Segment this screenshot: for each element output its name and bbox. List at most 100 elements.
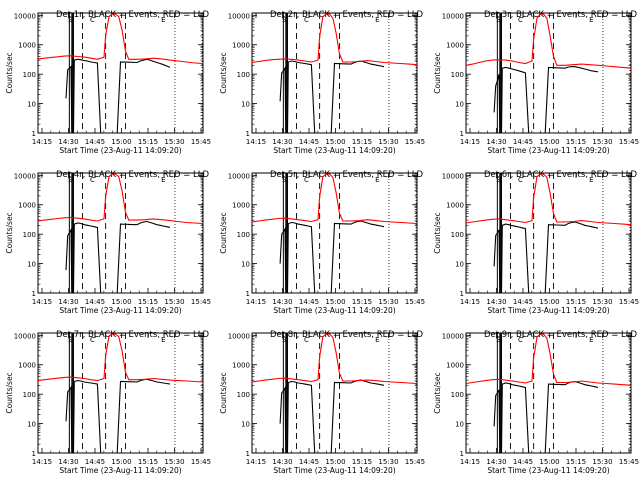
- x-tick-label: 14:15: [460, 298, 480, 306]
- series-line-lld: [251, 173, 418, 225]
- y-tick-label: 100: [451, 71, 464, 79]
- x-axis-label: Start Time (23-Aug-11 14:09:20): [487, 306, 609, 315]
- x-tick-label: 15:00: [111, 138, 131, 146]
- y-tick-label: 100: [237, 231, 250, 239]
- y-tick-label: 1: [32, 450, 36, 458]
- x-tick-label: 15:30: [378, 298, 398, 306]
- series-line-events: [65, 378, 171, 454]
- x-axis-label: Start Time (23-Aug-11 14:09:20): [59, 306, 181, 315]
- x-tick-label: 15:30: [164, 458, 184, 466]
- y-tick-label: 100: [451, 391, 464, 399]
- y-tick-label: 100: [23, 71, 36, 79]
- x-tick-label: 14:30: [272, 298, 292, 306]
- y-tick-label: 10000: [14, 172, 36, 180]
- x-tick-label: 15:30: [592, 298, 612, 306]
- x-tick-label: 14:45: [85, 138, 105, 146]
- y-tick-label: 10: [27, 421, 36, 429]
- x-tick-label: 14:45: [513, 458, 533, 466]
- y-tick-label: 1: [460, 450, 464, 458]
- x-tick-label: 15:30: [592, 458, 612, 466]
- annotation-s: S: [68, 176, 73, 184]
- x-tick-label: 14:30: [486, 298, 506, 306]
- x-tick-label: 15:45: [191, 298, 211, 306]
- y-tick-label: 1: [32, 290, 36, 298]
- x-tick-label: 14:15: [246, 138, 266, 146]
- y-tick-label: 100: [237, 391, 250, 399]
- panel-title: Det 9r, BLACK = Events, RED = LLD: [484, 330, 638, 340]
- x-tick-label: 15:00: [111, 298, 131, 306]
- y-tick-label: 10000: [228, 332, 250, 340]
- y-tick-label: 10000: [442, 332, 464, 340]
- annotation-c: C: [518, 16, 523, 24]
- x-tick-label: 15:30: [378, 458, 398, 466]
- annotation-e: E: [375, 176, 379, 184]
- x-tick-label: 14:30: [486, 138, 506, 146]
- x-tick-label: 15:00: [539, 298, 559, 306]
- x-tick-label: 15:00: [325, 458, 345, 466]
- series-line-events: [65, 220, 171, 294]
- panel-6: Det 6r, BLACK = Events, RED = LLD 1 10 100 1…: [433, 170, 639, 315]
- y-tick-label: 10: [27, 101, 36, 109]
- y-axis-label: Counts/sec: [433, 52, 442, 93]
- x-tick-label: 14:45: [85, 458, 105, 466]
- y-axis-label: Counts/sec: [219, 52, 228, 93]
- x-axis-label: Start Time (23-Aug-11 14:09:20): [273, 466, 395, 475]
- x-tick-label: 15:15: [352, 298, 372, 306]
- x-tick-label: 15:00: [539, 458, 559, 466]
- y-tick-label: 10000: [442, 172, 464, 180]
- annotation-e: E: [589, 336, 593, 344]
- y-tick-label: 10: [455, 261, 464, 269]
- x-tick-label: 15:00: [539, 138, 559, 146]
- x-tick-label: 15:45: [405, 138, 425, 146]
- panel-5: Det 5r, BLACK = Events, RED = LLD 1 10 100 1…: [219, 170, 425, 315]
- plot-frame: [37, 332, 204, 454]
- x-tick-label: 15:00: [111, 458, 131, 466]
- annotation-e: E: [161, 16, 165, 24]
- panel-2: Det 2r, BLACK = Events, RED = LLD 1 10 100 1…: [219, 10, 425, 155]
- x-tick-label: 15:15: [566, 298, 586, 306]
- y-tick-label: 10000: [228, 172, 250, 180]
- x-tick-label: 15:45: [191, 458, 211, 466]
- series-line-events: [279, 60, 385, 134]
- x-tick-label: 15:30: [164, 138, 184, 146]
- plot-frame: [465, 332, 632, 454]
- y-tick-label: 1000: [232, 362, 250, 370]
- annotation-c: C: [90, 16, 95, 24]
- x-tick-label: 14:45: [299, 458, 319, 466]
- x-tick-label: 15:45: [619, 298, 639, 306]
- panel-title: Det 8r, BLACK = Events, RED = LLD: [270, 330, 424, 340]
- y-tick-label: 1000: [18, 362, 36, 370]
- y-tick-label: 1000: [18, 42, 36, 50]
- series-line-lld: [251, 13, 418, 66]
- x-tick-label: 14:15: [32, 138, 52, 146]
- x-axis-label: Start Time (23-Aug-11 14:09:20): [59, 146, 181, 155]
- y-axis-label: Counts/sec: [219, 212, 228, 253]
- panel-title: Det 7r, BLACK = Events, RED = LLD: [56, 330, 210, 340]
- y-tick-label: 1: [32, 130, 36, 138]
- panel-3: Det 3r, BLACK = Events, RED = LLD 1 10 100 1…: [433, 10, 639, 155]
- x-tick-label: 15:00: [325, 138, 345, 146]
- y-axis-label: Counts/sec: [433, 372, 442, 413]
- x-tick-label: 14:15: [246, 298, 266, 306]
- x-tick-label: 15:15: [138, 458, 158, 466]
- panel-title: Det 3r, BLACK = Events, RED = LLD: [484, 10, 638, 20]
- x-tick-label: 14:15: [32, 298, 52, 306]
- x-tick-label: 15:30: [164, 298, 184, 306]
- panel-title: Det 5r, BLACK = Events, RED = LLD: [270, 170, 424, 180]
- x-tick-label: 15:15: [138, 298, 158, 306]
- x-tick-label: 15:30: [378, 138, 398, 146]
- x-axis-label: Start Time (23-Aug-11 14:09:20): [59, 466, 181, 475]
- y-tick-label: 1: [460, 130, 464, 138]
- x-tick-label: 15:15: [352, 458, 372, 466]
- x-tick-label: 14:45: [513, 298, 533, 306]
- annotation-c: C: [518, 336, 523, 344]
- y-tick-label: 10000: [14, 332, 36, 340]
- y-tick-label: 1: [246, 450, 250, 458]
- annotation-s: S: [496, 16, 501, 24]
- series-line-lld: [37, 13, 204, 65]
- y-tick-label: 100: [23, 231, 36, 239]
- x-tick-label: 15:45: [405, 458, 425, 466]
- plot-frame: [251, 332, 418, 454]
- plot-frame: [37, 172, 204, 294]
- y-tick-label: 10: [455, 101, 464, 109]
